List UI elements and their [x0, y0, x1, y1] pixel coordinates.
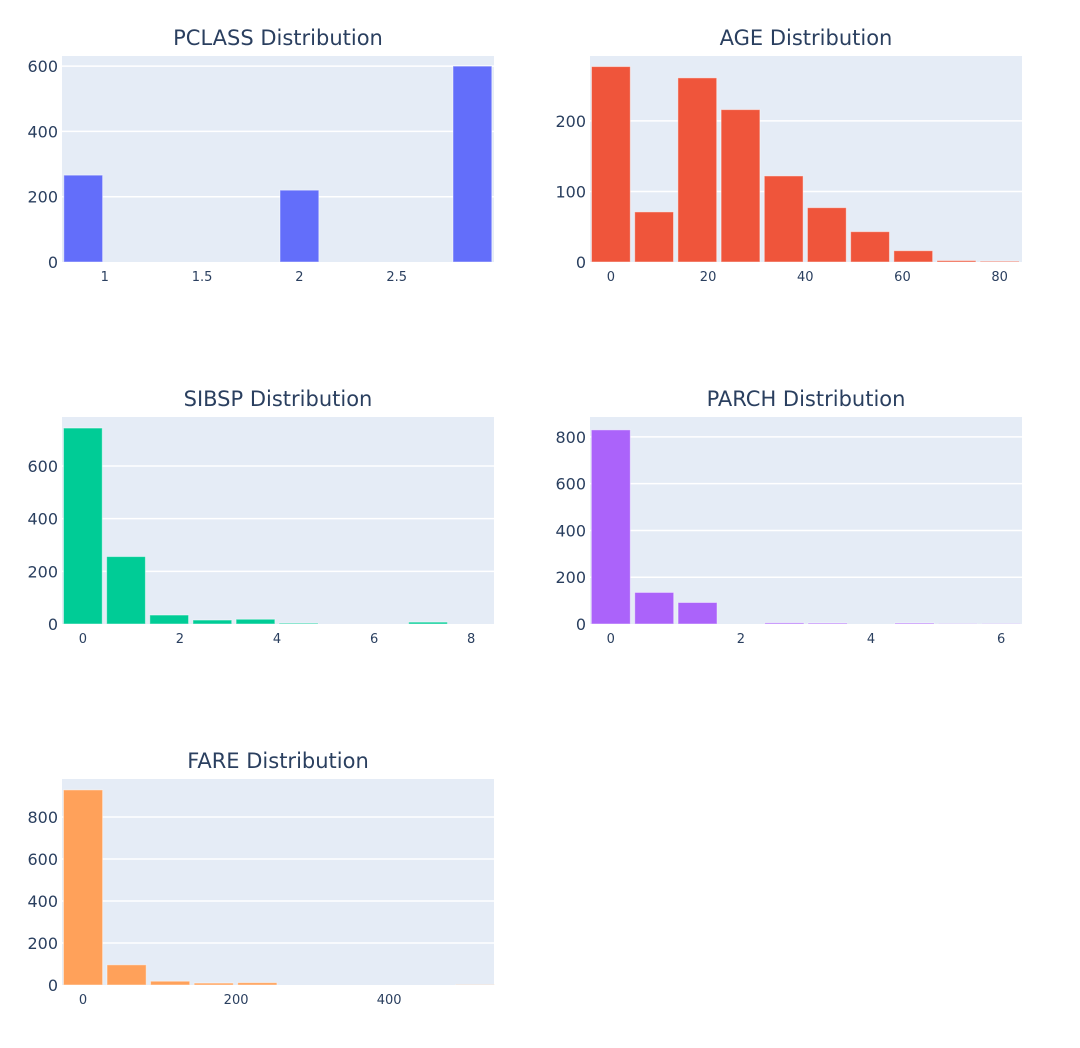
y-tick-label: 600 — [27, 457, 58, 476]
x-tick-label: 80 — [991, 270, 1008, 285]
y-tick-label: 400 — [555, 521, 586, 540]
x-tick-label: 2.5 — [386, 270, 407, 285]
x-tick-label: 1.5 — [192, 270, 213, 285]
x-tick-label: 60 — [894, 270, 911, 285]
x-tick-label: 0 — [607, 270, 615, 285]
x-tick-label: 2 — [176, 632, 184, 647]
chart-title: SIBSP Distribution — [184, 387, 373, 411]
bar[interactable] — [720, 109, 761, 263]
x-tick-label: 6 — [997, 632, 1005, 647]
bar[interactable] — [278, 622, 319, 625]
x-tick-label: 6 — [370, 632, 378, 647]
y-tick-label: 0 — [48, 253, 58, 272]
bar[interactable] — [408, 621, 448, 625]
bar[interactable] — [279, 189, 320, 263]
bar[interactable] — [763, 175, 804, 263]
x-tick-label: 200 — [224, 993, 249, 1008]
bar[interactable] — [590, 66, 631, 263]
bar[interactable] — [806, 207, 847, 263]
y-tick-label: 600 — [27, 57, 58, 76]
y-tick-label: 600 — [555, 475, 586, 494]
x-tick-label: 0 — [79, 993, 87, 1008]
age-distribution-chart: 0 100 200 0 20 40 60 80 AGE Distribution — [555, 26, 1022, 285]
bar[interactable] — [106, 964, 147, 986]
bar[interactable] — [634, 211, 674, 263]
fare-distribution-chart: 0 200 400 600 800 0 200 400 FARE Distribution — [27, 749, 496, 1008]
y-tick-label: 200 — [555, 112, 586, 131]
chart-title: FARE Distribution — [187, 749, 369, 773]
y-tick-label: 200 — [27, 562, 58, 581]
y-tick-label: 200 — [555, 568, 586, 587]
sibsp-distribution-chart: 0 200 400 600 0 2 4 6 8 SIBSP Distribution — [27, 387, 494, 647]
x-tick-label: 0 — [607, 632, 615, 647]
x-tick-label: 8 — [467, 632, 475, 647]
y-tick-label: 800 — [555, 428, 586, 447]
x-tick-label: 1 — [101, 270, 109, 285]
y-tick-label: 200 — [27, 188, 58, 207]
y-tick-label: 800 — [27, 808, 58, 827]
bar[interactable] — [62, 789, 104, 986]
bar[interactable] — [677, 77, 718, 263]
bar[interactable] — [634, 591, 675, 625]
bar[interactable] — [150, 980, 191, 986]
plot-area — [590, 417, 1022, 624]
bar[interactable] — [106, 556, 146, 625]
bar[interactable] — [807, 622, 848, 625]
bar[interactable] — [235, 618, 276, 625]
x-tick-label: 400 — [377, 993, 402, 1008]
x-tick-label: 0 — [79, 632, 87, 647]
bar[interactable] — [894, 622, 935, 625]
x-tick-label: 2 — [295, 270, 303, 285]
y-tick-label: 400 — [27, 510, 58, 529]
y-tick-label: 0 — [48, 615, 58, 634]
plot-area — [62, 56, 494, 262]
chart-title: PARCH Distribution — [707, 387, 906, 411]
bar[interactable] — [63, 174, 104, 263]
pclass-distribution-chart: 0 200 400 600 1 1.5 2 2.5 PCLASS Distribution — [27, 26, 494, 285]
y-tick-label: 200 — [27, 934, 58, 953]
bar[interactable] — [764, 622, 805, 625]
y-tick-label: 0 — [48, 976, 58, 995]
bar[interactable] — [237, 982, 278, 986]
plot-area — [62, 779, 494, 985]
bar[interactable] — [677, 601, 718, 625]
y-tick-label: 600 — [27, 850, 58, 869]
y-tick-label: 0 — [576, 253, 586, 272]
bar[interactable] — [62, 427, 103, 625]
bar[interactable] — [936, 260, 977, 263]
y-tick-label: 400 — [27, 122, 58, 141]
x-tick-label: 4 — [867, 632, 875, 647]
chart-title: AGE Distribution — [720, 26, 893, 50]
chart-title: PCLASS Distribution — [173, 26, 383, 50]
y-tick-label: 400 — [27, 892, 58, 911]
x-tick-label: 2 — [737, 632, 745, 647]
bar[interactable] — [850, 231, 890, 263]
bar[interactable] — [979, 260, 1020, 263]
bar[interactable] — [149, 614, 190, 625]
bar[interactable] — [452, 65, 493, 263]
bar[interactable] — [192, 619, 233, 625]
y-tick-label: 100 — [555, 182, 586, 201]
bar[interactable] — [193, 982, 234, 986]
x-tick-label: 20 — [700, 270, 717, 285]
bar[interactable] — [893, 250, 934, 263]
y-tick-label: 0 — [576, 615, 586, 634]
bar[interactable] — [590, 429, 631, 625]
x-tick-label: 4 — [273, 632, 281, 647]
parch-distribution-chart: 0 200 400 600 800 0 2 4 6 PARCH Distribution — [555, 387, 1022, 647]
x-tick-label: 40 — [797, 270, 814, 285]
